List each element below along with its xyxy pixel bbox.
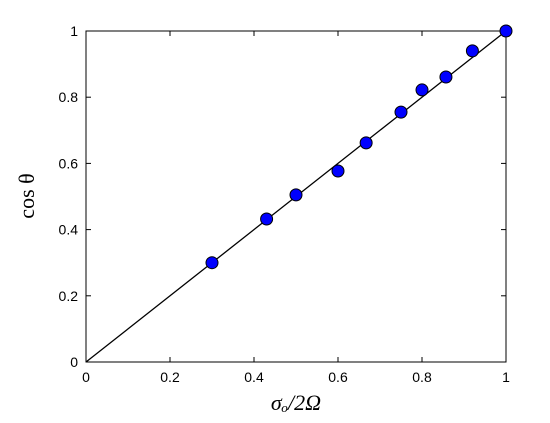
x-tick-label: 0.2: [160, 369, 180, 385]
point: [260, 212, 274, 226]
point: [359, 136, 373, 150]
plot-frame: [85, 30, 507, 363]
point: [289, 188, 303, 202]
y-tick-label: 0.6: [59, 155, 79, 171]
point: [394, 105, 408, 119]
x-tick-label: 0.8: [412, 369, 432, 385]
point: [415, 83, 429, 97]
y-tick-label: 1: [70, 23, 78, 39]
point: [205, 256, 219, 270]
x-tick-label: 0.6: [328, 369, 348, 385]
x-tick-label: 0.4: [244, 369, 264, 385]
x-axis-label: σₒ/2Ω: [271, 390, 321, 415]
point: [465, 44, 479, 58]
y-tick-label: 0: [70, 354, 78, 370]
point: [439, 70, 453, 84]
point: [331, 164, 345, 178]
y-tick-label: 0.2: [59, 288, 79, 304]
y-tick-label: 0.4: [59, 222, 79, 238]
x-tick-label: 0: [82, 369, 90, 385]
x-tick-label: 1: [502, 369, 510, 385]
y-tick-label: 0.8: [59, 89, 79, 105]
point: [499, 24, 513, 38]
y-axis-label: cos θ: [14, 173, 39, 218]
